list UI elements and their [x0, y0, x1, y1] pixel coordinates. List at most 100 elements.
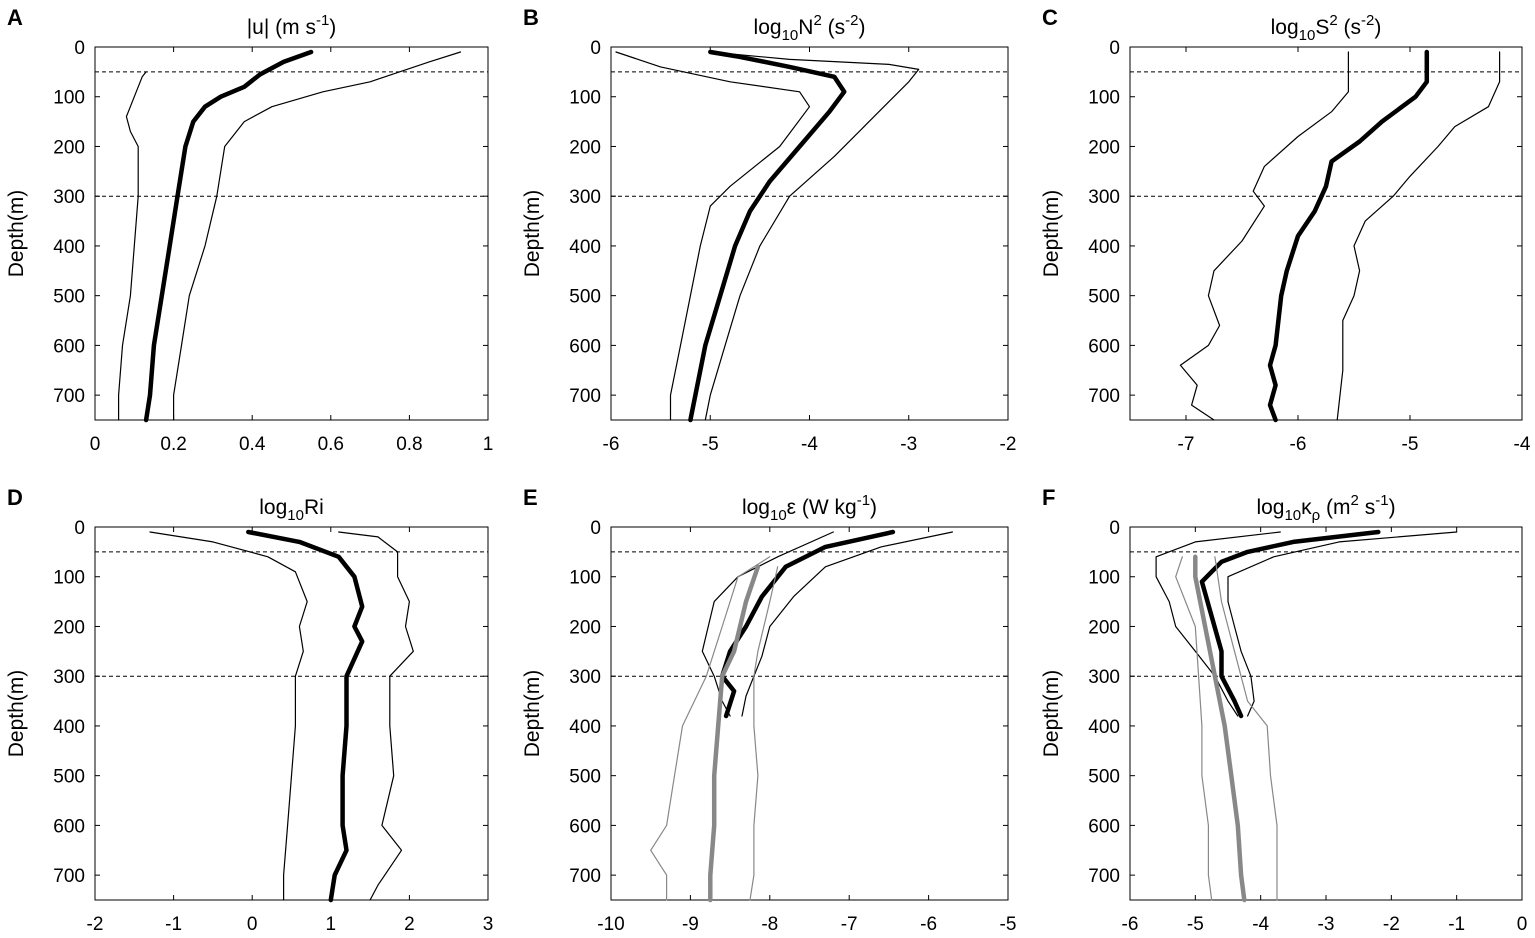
panel-title: log10ε (W kg-1) — [742, 492, 877, 524]
series-upper — [173, 51, 462, 421]
series-grey-lower — [1175, 556, 1213, 901]
series-lower — [118, 71, 147, 421]
y-tick-label: 100 — [569, 568, 601, 589]
x-tick-label: 3 — [483, 914, 494, 935]
plot-frame — [94, 526, 489, 901]
series-upper — [704, 51, 920, 421]
series-upper — [1336, 51, 1501, 421]
y-tick-label: 0 — [590, 518, 601, 539]
series-black-upper — [741, 531, 953, 717]
y-tick-label: 400 — [53, 237, 85, 258]
panel-c: -7 -6 -5 -4 0 100 200 300 400 500 600 700 Depth(m) C l… — [1040, 5, 1531, 455]
x-tick-label: -6 — [603, 434, 620, 455]
panel-d: -2 -1 0 1 2 3 0 100 200 300 400 500 600 700 Depth(m) D l… — [5, 485, 493, 935]
y-tick-label: 600 — [1088, 336, 1120, 357]
panel-a: 0 0.2 0.4 0.6 0.8 1 0 100 200 300 400 500 600 700 Dept… — [5, 5, 493, 455]
plot-frame — [94, 46, 489, 421]
y-tick-label: 700 — [53, 386, 85, 407]
y-tick-label: 600 — [53, 816, 85, 837]
panel-title: log10N2 (s-2) — [754, 12, 866, 44]
y-tick-label: 0 — [1109, 518, 1120, 539]
y-tick-label: 100 — [569, 88, 601, 109]
y-tick-label: 400 — [1088, 237, 1120, 258]
series-lower — [1179, 51, 1349, 421]
y-tick-label: 500 — [1088, 767, 1120, 788]
x-tick-label: -5 — [702, 434, 719, 455]
x-tick-label: -5 — [1000, 914, 1017, 935]
y-tick-label: 600 — [1088, 816, 1120, 837]
x-tick-label: -5 — [1402, 434, 1419, 455]
y-tick-label: 700 — [53, 866, 85, 887]
panel-title: log10Ri — [259, 496, 324, 524]
series-median — [143, 49, 314, 423]
y-tick-label: 200 — [53, 617, 85, 638]
series-black-upper — [1227, 531, 1458, 717]
panel-label: D — [7, 485, 23, 510]
panel-label: E — [523, 485, 538, 510]
y-axis-label: Depth(m) — [5, 670, 28, 758]
series-upper — [338, 531, 414, 901]
x-tick-label: -2 — [1000, 434, 1017, 455]
plot-frame — [610, 526, 1009, 901]
y-axis-label: Depth(m) — [1040, 670, 1063, 758]
y-tick-label: 300 — [53, 187, 85, 208]
series-grey-median — [708, 564, 761, 903]
y-tick-label: 500 — [569, 287, 601, 308]
y-tick-label: 700 — [1088, 866, 1120, 887]
panel-title: |u| (m s-1) — [247, 12, 337, 39]
x-tick-label: 0.8 — [396, 434, 422, 455]
series-grey-upper — [749, 566, 779, 901]
y-tick-label: 100 — [1088, 568, 1120, 589]
x-tick-label: -7 — [1178, 434, 1195, 455]
x-tick-label: -8 — [761, 914, 778, 935]
plot-frame — [1129, 46, 1523, 421]
y-tick-label: 400 — [569, 237, 601, 258]
x-tick-label: 0.2 — [160, 434, 186, 455]
y-axis-label: Depth(m) — [521, 670, 544, 758]
y-tick-label: 400 — [53, 717, 85, 738]
series-black-lower — [1155, 531, 1281, 717]
x-tick-label: 0 — [90, 434, 101, 455]
y-tick-label: 200 — [569, 617, 601, 638]
y-tick-label: 0 — [74, 518, 85, 539]
x-tick-label: -5 — [1187, 914, 1204, 935]
series-median — [1267, 49, 1430, 423]
x-tick-label: -1 — [165, 914, 182, 935]
panel-label: B — [523, 5, 539, 30]
x-tick-label: -3 — [900, 434, 917, 455]
y-tick-label: 600 — [53, 336, 85, 357]
y-tick-label: 400 — [569, 717, 601, 738]
series-grey-upper — [1214, 556, 1278, 901]
y-tick-label: 200 — [53, 137, 85, 158]
x-tick-label: -10 — [597, 914, 624, 935]
x-tick-label: -4 — [801, 434, 818, 455]
x-tick-label: -6 — [1290, 434, 1307, 455]
panel-b: -6 -5 -4 -3 -2 0 100 200 300 400 500 600 700 Depth(m)… — [521, 5, 1016, 455]
panel-label: A — [7, 5, 23, 30]
x-tick-label: -4 — [1514, 434, 1531, 455]
y-tick-label: 600 — [569, 816, 601, 837]
y-axis-label: Depth(m) — [5, 190, 28, 278]
series-black-median — [1199, 529, 1381, 719]
x-tick-label: 0 — [247, 914, 258, 935]
panel-f: -6 -5 -4 -3 -2 -1 0 0 100 200 300 400 500 600 700 Depth… — [1040, 485, 1527, 935]
x-tick-label: -4 — [1252, 914, 1269, 935]
y-tick-label: 0 — [74, 38, 85, 59]
y-tick-label: 400 — [1088, 717, 1120, 738]
y-tick-label: 0 — [590, 38, 601, 59]
x-tick-label: -7 — [841, 914, 858, 935]
y-tick-label: 300 — [53, 667, 85, 688]
series-lower — [615, 51, 811, 421]
y-axis-label: Depth(m) — [1040, 190, 1063, 278]
y-tick-label: 200 — [1088, 137, 1120, 158]
y-tick-label: 300 — [569, 187, 601, 208]
y-tick-label: 500 — [569, 767, 601, 788]
y-axis-label: Depth(m) — [521, 190, 544, 278]
y-tick-label: 0 — [1109, 38, 1120, 59]
x-tick-label: 0.6 — [318, 434, 344, 455]
series-median — [246, 529, 365, 903]
panel-label: F — [1042, 485, 1055, 510]
y-tick-label: 600 — [569, 336, 601, 357]
y-tick-label: 500 — [53, 287, 85, 308]
plot-frame — [610, 46, 1009, 421]
